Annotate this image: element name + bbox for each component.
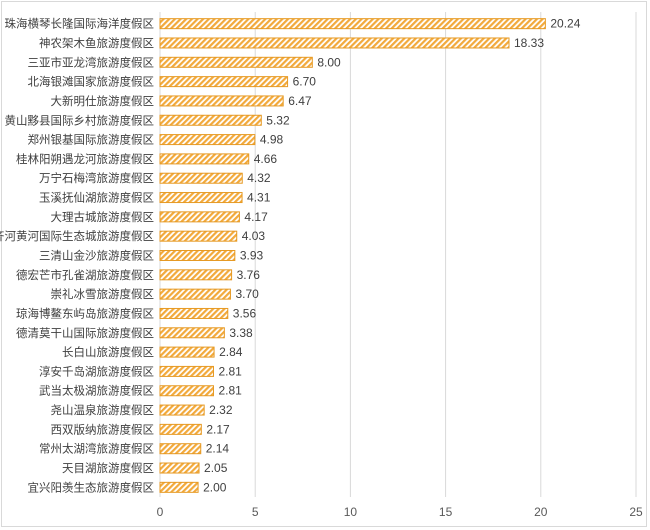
data-label: 2.00 (203, 480, 227, 494)
category-label: 尧山温泉旅游度假区 (51, 403, 155, 417)
category-label: 珠海横琴长隆国际海洋度假区 (5, 17, 155, 31)
bar (159, 327, 225, 339)
category-label: 武当太极湖旅游度假区 (39, 384, 154, 398)
x-tick-label: 5 (252, 505, 259, 519)
x-tick-label: 20 (534, 505, 548, 519)
bar (159, 481, 199, 493)
data-label: 2.17 (206, 422, 230, 436)
bar (159, 134, 256, 146)
category-label: 天目湖旅游度假区 (62, 461, 154, 475)
data-label: 20.24 (550, 17, 580, 31)
category-label: 大理古城旅游度假区 (51, 210, 155, 224)
x-axis-ticks: 0 5 10 15 20 25 (157, 505, 643, 519)
data-label: 8.00 (317, 55, 341, 69)
data-label: 3.38 (229, 326, 253, 340)
data-label: 4.66 (254, 152, 278, 166)
category-label: 北海银滩国家旅游度假区 (28, 75, 155, 89)
category-label: 郑州银基国际旅游度假区 (28, 133, 155, 147)
category-label: 神农架木鱼旅游度假区 (39, 36, 154, 50)
data-label: 18.33 (514, 36, 544, 50)
data-label: 3.76 (237, 268, 261, 282)
bar (159, 423, 202, 435)
data-label: 4.32 (247, 171, 271, 185)
x-tick-label: 10 (344, 505, 358, 519)
value-labels: 20.24 18.33 8.006.70 6.47 5.32 4.98 4.66 4.32 4.… (203, 17, 581, 495)
data-label: 3.93 (240, 249, 264, 263)
x-tick-label: 25 (629, 505, 643, 519)
bar (159, 153, 250, 165)
bar (159, 269, 233, 281)
data-label: 6.47 (288, 94, 312, 108)
bar (159, 288, 231, 300)
data-label: 2.81 (219, 384, 243, 398)
data-label: 4.31 (247, 191, 271, 205)
category-label: 万宁石梅湾旅游度假区 (39, 171, 154, 185)
bar (159, 211, 240, 223)
category-label: 大新明仕旅游度假区 (51, 94, 155, 108)
bar (159, 385, 215, 397)
data-label: 4.17 (244, 210, 268, 224)
bar (159, 346, 215, 358)
bar (159, 95, 284, 107)
category-label: 德宏芒市孔雀湖旅游度假区 (16, 268, 154, 282)
category-label: 桂林阳朔遇龙河旅游度假区 (16, 152, 154, 166)
bar (159, 250, 236, 261)
category-label: 黄山黟县国际乡村旅游度假区 (5, 113, 155, 127)
category-label: 三亚市亚龙湾旅游度假区 (28, 55, 155, 69)
category-labels: 珠海横琴长隆国际海洋度假区神农架木鱼旅游度假区三亚市亚龙湾旅游度假区北海银滩国家… (0, 17, 154, 495)
data-label: 2.14 (206, 442, 230, 456)
bar (159, 172, 243, 184)
bar (159, 443, 202, 455)
data-label: 2.05 (204, 461, 228, 475)
category-label: 宜兴阳羡生态旅游度假区 (28, 480, 155, 494)
data-label: 2.84 (219, 345, 243, 359)
bar (159, 114, 262, 126)
gridlines (159, 12, 637, 497)
data-label: 4.03 (242, 229, 266, 243)
bar (159, 18, 546, 30)
category-label: 西双版纳旅游度假区 (51, 422, 155, 436)
bar (159, 365, 215, 377)
bar (159, 56, 313, 68)
data-label: 3.70 (235, 287, 259, 301)
bar (159, 230, 238, 242)
data-label: 6.70 (293, 75, 317, 89)
category-label: 淳安千岛湖旅游度假区 (39, 364, 154, 378)
category-label: 长白山旅游度假区 (62, 345, 154, 359)
bars (159, 18, 546, 493)
data-label: 4.98 (260, 133, 284, 147)
bar (159, 404, 205, 416)
bar (159, 37, 510, 49)
data-label: 2.81 (219, 364, 243, 378)
bar (159, 462, 200, 474)
category-label: 德清莫干山国际旅游度假区 (16, 326, 154, 340)
data-label: 5.32 (266, 113, 290, 127)
category-label: 常州太湖湾旅游度假区 (39, 442, 154, 456)
bar (159, 76, 289, 88)
data-label: 2.32 (209, 403, 233, 417)
data-label: 3.56 (233, 306, 257, 320)
x-tick-label: 15 (439, 505, 453, 519)
bar (159, 192, 243, 204)
category-label: 三清山金沙旅游度假区 (39, 249, 154, 263)
category-label: 玉溪抚仙湖旅游度假区 (39, 191, 154, 205)
x-tick-label: 0 (157, 505, 164, 519)
category-label: 崇礼冰雪旅游度假区 (51, 287, 155, 301)
category-label: 琼海博鳌东屿岛旅游度假区 (16, 306, 154, 320)
category-label: 齐河黄河国际生态城旅游度假区 (0, 229, 154, 243)
bar (159, 307, 229, 319)
